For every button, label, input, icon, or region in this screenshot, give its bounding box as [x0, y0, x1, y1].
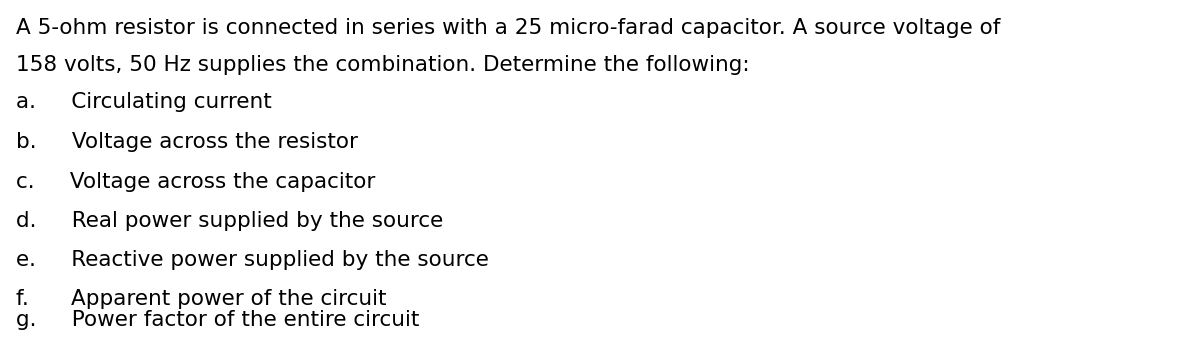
- Text: 158 volts, 50 Hz supplies the combination. Determine the following:: 158 volts, 50 Hz supplies the combinatio…: [16, 55, 749, 75]
- Text: f.    Apparent power of the circuit: f. Apparent power of the circuit: [16, 289, 386, 309]
- Text: d.   Real power supplied by the source: d. Real power supplied by the source: [16, 211, 443, 231]
- Text: c.   Voltage across the capacitor: c. Voltage across the capacitor: [16, 172, 374, 192]
- Text: a.   Circulating current: a. Circulating current: [16, 92, 271, 112]
- Text: g.   Power factor of the entire circuit: g. Power factor of the entire circuit: [16, 310, 419, 330]
- Text: e.   Reactive power supplied by the source: e. Reactive power supplied by the source: [16, 250, 488, 270]
- Text: A 5-ohm resistor is connected in series with a 25 micro-farad capacitor. A sourc: A 5-ohm resistor is connected in series …: [16, 18, 1000, 38]
- Text: b.   Voltage across the resistor: b. Voltage across the resistor: [16, 132, 358, 152]
